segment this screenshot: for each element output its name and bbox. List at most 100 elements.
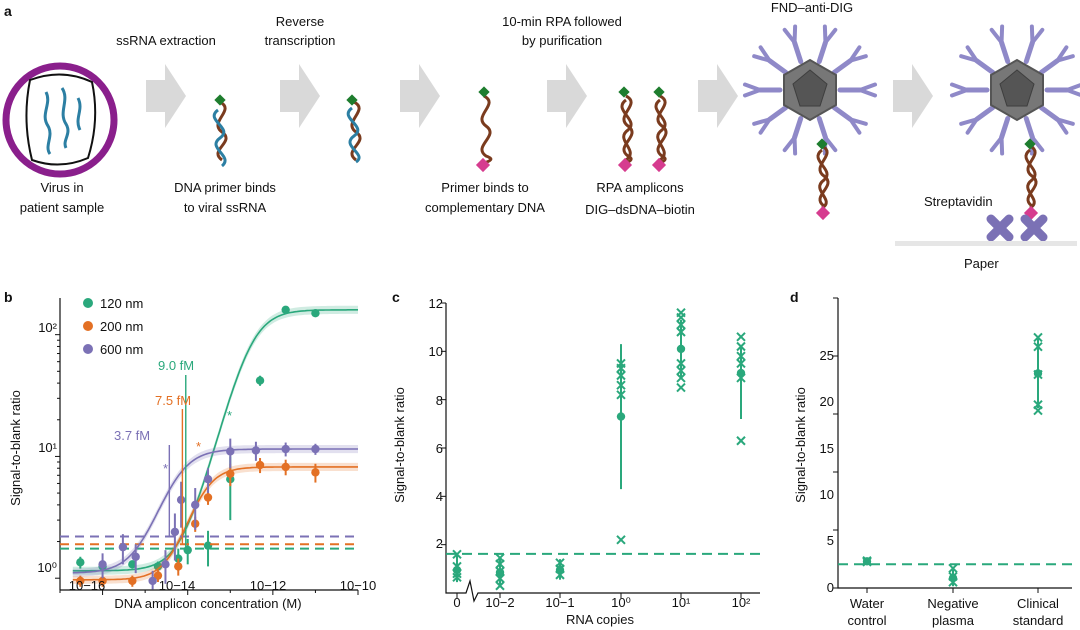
c-replicate-mark [676, 320, 686, 330]
c-replicate-mark [736, 351, 746, 361]
c-xtick-0: 0 [453, 595, 460, 610]
b-point [226, 469, 235, 479]
c-replicate-mark-b [676, 365, 686, 376]
step-extraction: ssRNA extraction [116, 33, 216, 48]
panel-a-label: a [4, 3, 12, 19]
b-point [98, 560, 107, 569]
panel-c-plot [441, 302, 760, 603]
antibody-stem [999, 39, 1011, 64]
c-xtick-4: 10¹ [672, 595, 691, 610]
c-ytick-12: 12 [429, 296, 443, 311]
b-point [203, 493, 213, 502]
antibody-stem [974, 105, 996, 122]
antibody-arm [752, 117, 772, 126]
antibody-arm [742, 82, 762, 92]
panel-d-label: d [790, 289, 799, 305]
b-ytick-0: 10⁰ [37, 560, 57, 575]
c-replicate-mark-b [555, 570, 565, 580]
caption-virus-2: patient sample [20, 200, 105, 215]
b-point [251, 446, 261, 455]
b-point [98, 576, 107, 586]
c-replicate-mark [452, 568, 462, 579]
d-ytick-5: 5 [827, 533, 834, 548]
d-axes [837, 298, 1072, 589]
antibody-stem [816, 39, 828, 64]
d-replicate-mark-b [1033, 405, 1043, 416]
c-ytick-4: 4 [436, 489, 443, 504]
bound-strand [1023, 138, 1039, 221]
arrow-2 [280, 64, 320, 128]
b-point [226, 447, 235, 456]
d-replicate-mark [862, 556, 872, 566]
c-replicate-mark [736, 358, 746, 369]
c-axes [445, 303, 462, 594]
d-ytick-10: 10 [820, 487, 834, 502]
d-replicate-mark-b [1033, 342, 1043, 352]
legend-marker-120 [83, 298, 93, 308]
b-point [76, 576, 85, 586]
c-replicate-mark-b [616, 370, 626, 381]
legend-label-120: 120 nm [100, 296, 143, 311]
streptavidin-icon [986, 214, 1048, 242]
d-replicate-mark [948, 563, 958, 573]
lod-label-200: 7.5 fM [155, 393, 191, 408]
antibody-arm [949, 82, 969, 92]
rna-primer-strand [212, 94, 228, 168]
panel-b-xlabel: DNA amplicon concentration (M) [114, 596, 301, 611]
c-ytick-8: 8 [436, 393, 443, 408]
b-point [281, 462, 290, 472]
c-replicate-mark [555, 570, 565, 580]
d-xlabel-clin-1: Clinical [1017, 596, 1059, 611]
antibody-stem [831, 58, 853, 75]
c-replicate-mark [452, 572, 462, 582]
b-xtick-2: 10−12 [250, 578, 287, 593]
b-point [311, 309, 320, 318]
c-replicate-mark [616, 380, 626, 390]
legend-marker-600 [83, 344, 93, 354]
b-point [174, 562, 183, 571]
complementary-strand [475, 86, 493, 173]
antibody-stem [974, 58, 996, 75]
antibody-stem [831, 105, 853, 122]
b-point [153, 562, 163, 571]
c-replicate-mark [452, 561, 462, 572]
process-arrows [146, 64, 933, 128]
c-replicate-mark-b [452, 549, 462, 560]
c-xtick-5: 10² [732, 595, 751, 610]
d-ytick-15: 15 [820, 441, 834, 456]
arrow-6 [893, 64, 933, 128]
c-mean-point [616, 412, 626, 421]
antibody-arm [858, 88, 878, 98]
c-replicate-mark-b [495, 559, 505, 569]
c-replicate-mark [676, 358, 686, 369]
c-replicate-mark-b [736, 373, 746, 383]
b-xtick-0: 10−16 [69, 578, 106, 593]
panel-d-plot [833, 297, 1072, 593]
c-replicate-mark-b [736, 436, 746, 446]
fnd-strand [815, 138, 831, 221]
legend-marker-200 [83, 321, 93, 331]
antibody-stem [1038, 58, 1060, 75]
c-replicate-mark [676, 373, 686, 383]
sig-star-600: * [163, 461, 168, 476]
b-fit-curve-0 [72, 309, 358, 572]
step-rt-2: transcription [265, 33, 336, 48]
lod-label-600: 3.7 fM [114, 428, 150, 443]
caption-primer-2: to viral ssRNA [184, 200, 267, 215]
d-replicate-mark-b [1033, 369, 1043, 380]
antibody-stem [792, 116, 804, 141]
c-replicate-mark [676, 382, 686, 393]
b-point [203, 475, 213, 484]
b-point [311, 468, 320, 477]
arrow-4 [547, 64, 587, 128]
panel-c: c RNA copies Signal-to-blank ratio 2 4 6… [392, 289, 760, 627]
antibody-stem [816, 116, 828, 141]
panel-b-ylabel: Signal-to-blank ratio [8, 390, 23, 506]
b-point [118, 542, 128, 552]
antibody-arm [999, 24, 1005, 45]
b-fit-curve-2 [72, 448, 358, 574]
d-replicate-mark [1033, 342, 1043, 352]
nanodiamond-facet [999, 69, 1035, 107]
antibody-stem [1023, 39, 1035, 64]
